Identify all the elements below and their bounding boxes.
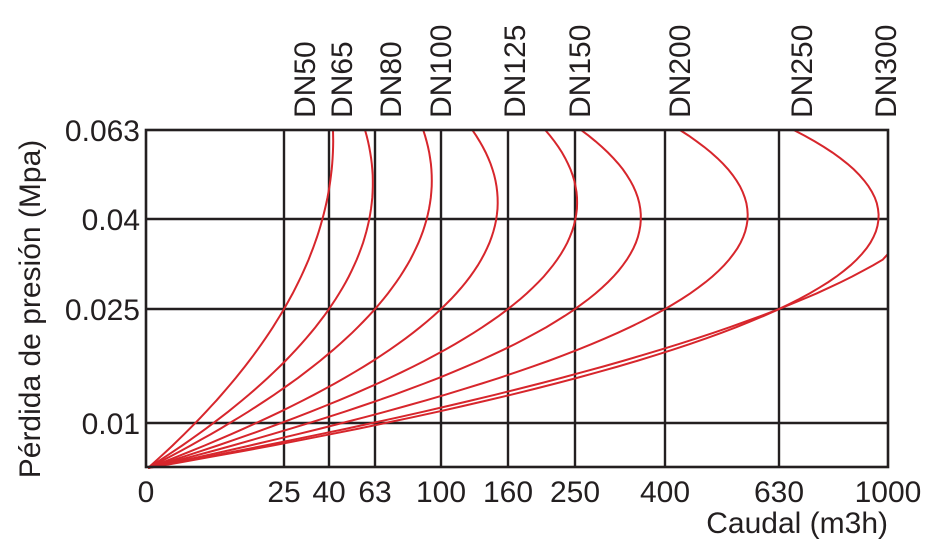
curve-dn250: [147, 129, 880, 469]
series-label-dn150: DN150: [564, 25, 597, 118]
curve-dn100: [147, 129, 499, 469]
x-tick-63: 63: [358, 476, 391, 509]
x-tick-250: 250: [550, 476, 600, 509]
x-tick-1000: 1000: [855, 476, 922, 509]
series-label-dn125: DN125: [499, 25, 532, 118]
y-tick-labels: 0.01 0.025 0.04 0.063: [65, 115, 140, 441]
x-tick-40: 40: [312, 476, 345, 509]
curve-dn50: [147, 129, 335, 469]
curve-dn150: [147, 129, 642, 469]
series-label-dn300: DN300: [870, 25, 903, 118]
x-tick-25: 25: [267, 476, 300, 509]
curve-dn200: [147, 129, 749, 469]
plot-frame: [144, 128, 890, 469]
x-tick-160: 160: [483, 476, 533, 509]
series-label-dn100: DN100: [425, 25, 458, 118]
y-tick-0.025: 0.025: [65, 294, 140, 327]
curve-dn300: [147, 253, 889, 469]
series-labels: DN50 DN65 DN80 DN100 DN125 DN150 DN200 DN250 DN3…: [289, 25, 903, 118]
series-label-dn80: DN80: [375, 41, 408, 118]
x-tick-labels: 0 25 40 63 100 160 250 400 630 1000: [138, 476, 922, 509]
x-tick-400: 400: [640, 476, 690, 509]
y-axis-title: Pérdida de presión (Mpa): [14, 140, 47, 479]
curves: [147, 129, 889, 469]
x-tick-0: 0: [138, 476, 155, 509]
x-tick-100: 100: [416, 476, 466, 509]
curve-dn65: [147, 129, 374, 469]
y-tick-0.04: 0.04: [82, 204, 140, 237]
x-axis-title: Caudal (m3h): [706, 507, 888, 540]
y-tick-0.01: 0.01: [82, 408, 140, 441]
x-tick-630: 630: [754, 476, 804, 509]
grid: [146, 130, 888, 467]
curve-dn125: [147, 129, 579, 469]
series-label-dn200: DN200: [664, 25, 697, 118]
frame: [144, 128, 890, 469]
series-label-dn250: DN250: [786, 25, 819, 118]
curve-dn80: [147, 129, 433, 469]
series-label-dn50: DN50: [289, 41, 322, 118]
series-label-dn65: DN65: [326, 41, 359, 118]
y-tick-0.063: 0.063: [65, 115, 140, 148]
